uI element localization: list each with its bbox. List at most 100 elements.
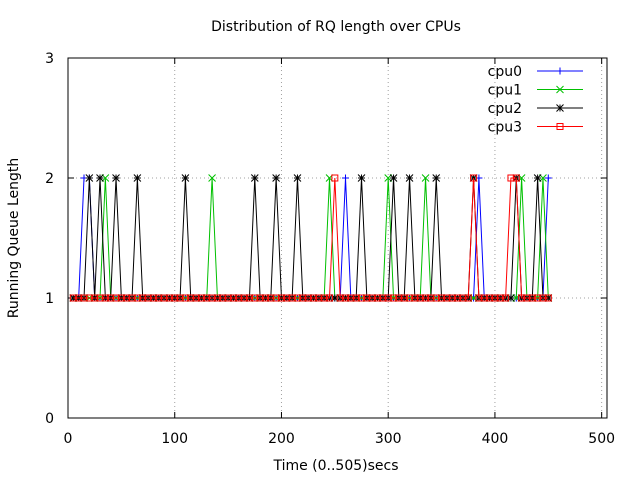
data-point-cpu3 xyxy=(470,174,478,182)
data-point-cpu2 xyxy=(330,294,339,302)
x-tick-label: 100 xyxy=(161,431,188,447)
x-tick-label: 200 xyxy=(268,431,295,447)
data-point-cpu3 xyxy=(272,294,280,302)
data-point-cpu3 xyxy=(390,294,398,302)
data-point-cpu3 xyxy=(277,294,285,302)
data-point-cpu3 xyxy=(160,294,168,302)
x-tick-label: 400 xyxy=(482,431,509,447)
series-line-cpu0 xyxy=(73,177,549,299)
data-point-cpu3 xyxy=(192,294,200,302)
data-point-cpu2 xyxy=(112,174,120,182)
data-point-cpu3 xyxy=(240,294,248,302)
data-point-cpu3 xyxy=(432,294,440,302)
data-point-cpu3 xyxy=(219,294,227,302)
data-point-cpu3 xyxy=(315,294,323,302)
data-point-cpu3 xyxy=(251,294,259,302)
legend-marker-cpu3 xyxy=(556,123,564,130)
data-point-cpu2 xyxy=(85,174,94,182)
data-point-cpu3 xyxy=(96,294,104,302)
data-point-cpu3 xyxy=(267,294,275,302)
y-tick-label: 3 xyxy=(45,51,54,67)
data-point-cpu3 xyxy=(101,294,109,302)
data-point-cpu3 xyxy=(235,294,243,302)
data-point-cpu3 xyxy=(85,294,93,302)
legend-label: cpu3 xyxy=(488,120,522,136)
data-point-cpu2 xyxy=(181,174,190,182)
data-point-cpu3 xyxy=(293,294,301,302)
data-point-cpu2 xyxy=(96,174,104,182)
data-point-cpu3 xyxy=(69,294,77,302)
data-point-cpu3 xyxy=(229,294,237,302)
data-point-cpu1 xyxy=(208,174,216,182)
legend-label: cpu2 xyxy=(488,101,522,117)
data-point-cpu3 xyxy=(117,294,125,302)
data-point-cpu2 xyxy=(357,174,366,182)
data-point-cpu3 xyxy=(155,294,163,302)
data-point-cpu3 xyxy=(363,294,371,302)
data-point-cpu3 xyxy=(496,294,504,302)
data-point-cpu3 xyxy=(203,294,211,302)
data-point-cpu3 xyxy=(245,294,253,302)
data-point-cpu3 xyxy=(342,294,350,302)
data-point-cpu3 xyxy=(406,294,414,302)
legend-label: cpu0 xyxy=(488,64,522,80)
series-line-cpu2 xyxy=(73,177,549,299)
data-point-cpu3 xyxy=(352,294,360,302)
data-point-cpu3 xyxy=(299,294,307,302)
y-axis-label: Running Queue Length xyxy=(6,158,22,319)
data-point-cpu2 xyxy=(533,174,542,182)
data-point-cpu3 xyxy=(139,294,147,302)
data-point-cpu2 xyxy=(272,174,280,182)
data-point-cpu3 xyxy=(304,294,312,302)
data-point-cpu3 xyxy=(486,294,494,302)
data-point-cpu3 xyxy=(144,294,152,302)
data-point-cpu3 xyxy=(534,294,542,302)
data-point-cpu3 xyxy=(325,294,333,302)
data-point-cpu3 xyxy=(171,294,179,302)
data-point-cpu2 xyxy=(293,174,302,182)
legend-item-cpu0: cpu0 xyxy=(488,64,583,80)
data-point-cpu3 xyxy=(427,294,435,302)
data-point-cpu3 xyxy=(443,294,451,302)
chart-title: Distribution of RQ length over CPUs xyxy=(211,19,461,35)
data-point-cpu3 xyxy=(438,294,446,302)
data-point-cpu3 xyxy=(107,294,115,302)
data-point-cpu2 xyxy=(389,174,398,182)
data-point-cpu3 xyxy=(123,294,131,302)
data-point-cpu3 xyxy=(309,294,317,302)
data-point-cpu3 xyxy=(112,294,120,302)
data-point-cpu3 xyxy=(523,294,531,302)
data-point-cpu3 xyxy=(347,294,355,302)
series-line-cpu3 xyxy=(73,177,549,299)
data-point-cpu3 xyxy=(448,294,456,302)
data-point-cpu2 xyxy=(432,174,441,182)
x-axis-label: Time (0..505)secs xyxy=(272,458,398,474)
data-point-cpu3 xyxy=(539,294,547,302)
y-tick-label: 0 xyxy=(45,411,54,427)
data-point-cpu3 xyxy=(454,294,462,302)
data-point-cpu3 xyxy=(149,294,157,302)
data-point-cpu3 xyxy=(358,294,366,302)
data-point-cpu3 xyxy=(208,294,216,302)
data-point-cpu3 xyxy=(395,294,403,302)
data-point-cpu3 xyxy=(528,294,536,302)
series-cpu3 xyxy=(69,174,552,302)
series-line-cpu1 xyxy=(73,177,549,299)
data-point-cpu3 xyxy=(512,174,520,182)
data-point-cpu3 xyxy=(165,294,173,302)
data-point-cpu3 xyxy=(80,294,88,302)
data-point-cpu3 xyxy=(283,294,291,302)
data-point-cpu3 xyxy=(187,294,195,302)
data-point-cpu3 xyxy=(518,294,526,302)
data-point-cpu3 xyxy=(491,294,499,302)
data-point-cpu2 xyxy=(507,294,515,302)
data-point-cpu3 xyxy=(400,294,408,302)
x-tick-label: 0 xyxy=(64,431,73,447)
data-point-cpu0 xyxy=(342,174,350,182)
data-point-cpu3 xyxy=(261,294,269,302)
legend-marker-cpu2 xyxy=(556,104,564,112)
data-point-cpu3 xyxy=(464,294,472,302)
data-point-cpu3 xyxy=(459,294,467,302)
legend: cpu0 cpu1 cpu2 cpu3 xyxy=(488,64,583,136)
